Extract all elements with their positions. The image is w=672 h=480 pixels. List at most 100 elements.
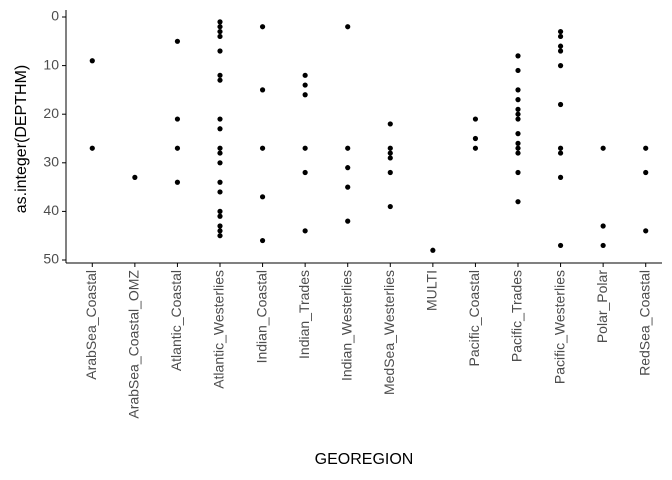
- point: [387, 203, 393, 210]
- point: [217, 213, 223, 219]
- y-tick-label: 0: [51, 8, 59, 24]
- point: [472, 135, 479, 142]
- point: [217, 77, 223, 83]
- x-tick-label: MULTI: [424, 270, 440, 311]
- point: [643, 169, 649, 176]
- point: [515, 116, 521, 122]
- point: [89, 145, 95, 151]
- point: [557, 174, 564, 180]
- point: [557, 242, 564, 249]
- point: [557, 63, 564, 69]
- point: [302, 145, 308, 151]
- x-tick-label: Atlantic_Westerlies: [211, 270, 227, 389]
- point: [259, 194, 266, 200]
- point: [557, 48, 564, 54]
- point: [217, 48, 223, 54]
- point: [387, 150, 393, 156]
- y-tick-label: 40: [43, 202, 59, 218]
- x-tick-label: Polar_Polar: [594, 270, 610, 343]
- point: [302, 82, 308, 88]
- point: [174, 179, 181, 185]
- x-axis-title: GEOREGION: [315, 451, 414, 468]
- point: [472, 116, 479, 122]
- x-tick-label: Atlantic_Coastal: [168, 270, 184, 371]
- point: [217, 24, 223, 30]
- point: [643, 145, 649, 151]
- point: [515, 87, 521, 93]
- point: [387, 121, 393, 127]
- point: [217, 150, 223, 156]
- point: [387, 155, 393, 161]
- x-tick-label: ArabSea_Coastal_OMZ: [126, 270, 142, 419]
- point: [430, 247, 436, 253]
- point: [217, 126, 223, 132]
- point: [217, 228, 223, 234]
- point: [259, 145, 266, 151]
- point: [89, 58, 95, 64]
- point: [472, 145, 479, 151]
- y-axis-title: as.integer(DEPTHM): [13, 65, 30, 213]
- y-tick-label: 50: [43, 251, 59, 267]
- point: [557, 28, 564, 35]
- x-tick-label: RedSea_Coastal: [636, 270, 652, 376]
- x-tick-label: Indian_Trades: [296, 270, 312, 359]
- point: [515, 131, 521, 137]
- y-tick-label: 30: [43, 154, 59, 170]
- y-tick-label: 10: [43, 56, 59, 72]
- point: [302, 169, 308, 176]
- point: [557, 150, 564, 156]
- point: [387, 145, 393, 151]
- point: [600, 145, 606, 151]
- point: [600, 223, 606, 229]
- point: [515, 106, 521, 112]
- point: [174, 116, 181, 122]
- x-tick-label: Pacific_Trades: [509, 270, 525, 362]
- point: [557, 101, 564, 108]
- point: [217, 33, 223, 40]
- y-tick-label: 20: [43, 105, 59, 121]
- point: [302, 92, 308, 98]
- point: [557, 145, 564, 151]
- point: [217, 189, 223, 195]
- point: [515, 169, 521, 176]
- point: [345, 165, 351, 171]
- point: [600, 242, 606, 249]
- point: [515, 199, 521, 205]
- point: [387, 169, 393, 176]
- point: [217, 72, 223, 78]
- point: [345, 24, 351, 30]
- point: [345, 145, 351, 151]
- point: [643, 228, 649, 234]
- point: [217, 179, 223, 185]
- point: [259, 24, 266, 30]
- point: [174, 145, 181, 151]
- point: [259, 237, 266, 244]
- point: [515, 140, 521, 146]
- point: [302, 228, 308, 234]
- x-tick-label: Pacific_Coastal: [466, 270, 482, 367]
- point: [557, 43, 564, 49]
- point: [217, 233, 223, 239]
- x-tick-label: ArabSea_Coastal: [83, 270, 99, 380]
- point: [132, 174, 138, 180]
- point: [217, 145, 223, 151]
- point: [515, 111, 521, 117]
- point: [217, 28, 223, 35]
- x-tick-label: Indian_Westerlies: [338, 270, 354, 381]
- point: [345, 218, 351, 224]
- point: [217, 208, 223, 214]
- point: [217, 116, 223, 122]
- x-tick-label: Indian_Coastal: [253, 270, 269, 363]
- point: [217, 223, 223, 229]
- point: [345, 184, 351, 190]
- point: [515, 53, 521, 59]
- point: [557, 33, 564, 40]
- point: [217, 19, 223, 25]
- x-tick-label: MedSea_Westerlies: [381, 270, 397, 395]
- point: [217, 160, 223, 166]
- point: [515, 150, 521, 156]
- point: [515, 97, 521, 103]
- point: [515, 145, 521, 151]
- point: [515, 67, 521, 74]
